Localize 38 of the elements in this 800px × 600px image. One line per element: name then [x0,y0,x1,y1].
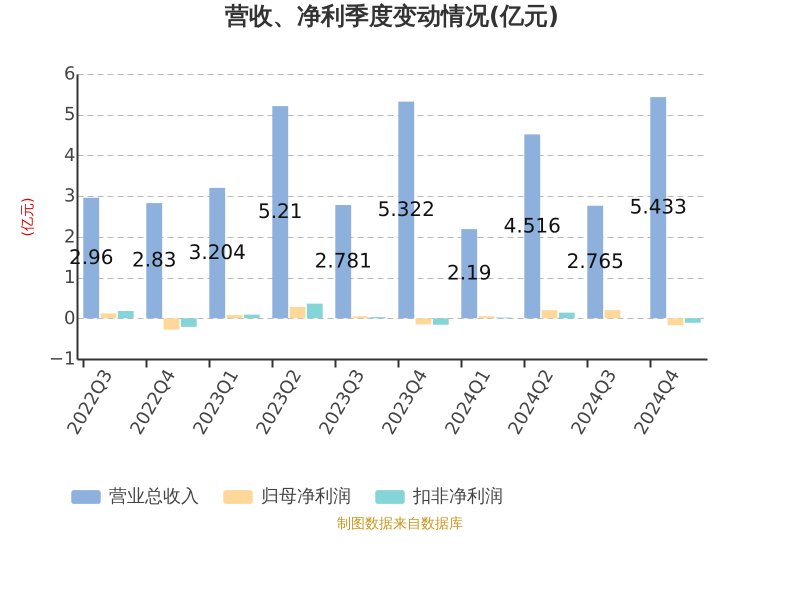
bar [226,315,242,318]
chart-title: 营收、净利季度变动情况(亿元) [224,2,559,30]
data-label: 5.433 [630,194,687,219]
legend-label: 营业总收入 [109,486,199,507]
bar [290,306,306,318]
bar [306,304,323,318]
bar [244,314,260,318]
data-label: 5.21 [258,199,303,224]
data-label: 4.516 [504,213,561,238]
bar [100,313,116,318]
bar [542,310,558,318]
text: 制图数据来自数据库 [336,515,464,533]
y-tick-label: 5 [64,104,76,126]
y-tick-label: 1 [64,267,76,288]
legend-label: 归母净利润 [261,486,351,507]
bar [118,310,134,318]
bar [668,318,684,326]
bar [416,318,432,324]
y-tick-label: 2 [64,226,76,248]
bar [164,318,180,330]
data-label: 3.204 [188,240,246,264]
bar [432,318,449,325]
y-tick-label: −1 [48,348,76,370]
bar [604,310,620,318]
bar [558,312,575,318]
legend-label: 扣非净利润 [412,486,503,507]
y-tick-label: 0 [64,308,76,329]
bar [180,318,197,327]
data-label: 2.83 [132,248,177,272]
data-label: 2.19 [446,260,492,285]
y-axis-title: (亿元) [20,198,36,236]
data-label: 5.322 [378,196,435,221]
y-tick-label: 4 [64,144,76,166]
data-label: 2.781 [314,248,372,273]
data-label: 2.765 [566,249,624,273]
bar [684,318,701,323]
y-tick-label: 6 [64,64,76,84]
y-tick-label: 3 [64,186,76,207]
